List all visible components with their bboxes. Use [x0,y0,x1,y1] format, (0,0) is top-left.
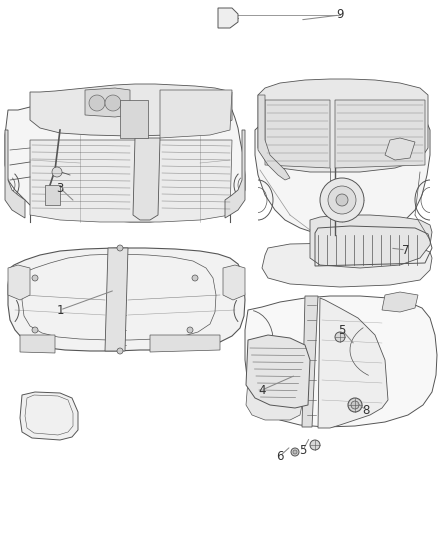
Circle shape [336,194,348,206]
Polygon shape [8,265,30,300]
Polygon shape [120,100,148,138]
Circle shape [105,95,121,111]
Circle shape [328,186,356,214]
Polygon shape [20,392,78,440]
Polygon shape [30,140,232,222]
Circle shape [117,245,123,251]
Polygon shape [335,100,425,168]
Polygon shape [218,8,238,28]
Polygon shape [382,292,418,312]
Text: 5: 5 [299,443,307,456]
Polygon shape [246,378,302,420]
Text: 8: 8 [362,403,370,416]
Polygon shape [223,265,245,300]
Circle shape [335,332,345,342]
Circle shape [320,178,364,222]
Circle shape [187,327,193,333]
Circle shape [192,275,198,281]
Circle shape [395,145,405,155]
Polygon shape [30,84,232,136]
Text: 1: 1 [56,303,64,317]
Circle shape [32,327,38,333]
Polygon shape [105,248,128,351]
Polygon shape [20,335,55,353]
Circle shape [89,95,105,111]
Polygon shape [245,296,437,427]
Text: 6: 6 [276,449,284,463]
Text: 7: 7 [402,244,410,256]
Circle shape [293,450,297,454]
Circle shape [32,275,38,281]
Polygon shape [310,215,432,268]
Text: 9: 9 [336,9,344,21]
Polygon shape [5,92,245,222]
Polygon shape [262,243,432,287]
Polygon shape [258,79,428,172]
Text: 3: 3 [57,182,64,195]
Polygon shape [385,138,415,160]
Polygon shape [160,90,232,138]
Polygon shape [225,130,245,218]
Polygon shape [85,88,130,117]
Circle shape [291,448,299,456]
Polygon shape [302,296,318,427]
Polygon shape [133,138,160,220]
Polygon shape [5,130,25,218]
Circle shape [351,401,359,409]
Circle shape [52,167,62,177]
Text: 4: 4 [258,384,266,397]
Polygon shape [150,335,220,352]
Polygon shape [318,298,388,428]
Polygon shape [8,248,245,351]
Polygon shape [246,335,310,408]
Circle shape [117,348,123,354]
Circle shape [348,398,362,412]
Circle shape [310,440,320,450]
Polygon shape [265,100,330,168]
Polygon shape [255,98,430,235]
Polygon shape [258,95,290,180]
Text: 5: 5 [338,324,346,336]
Polygon shape [45,185,60,205]
